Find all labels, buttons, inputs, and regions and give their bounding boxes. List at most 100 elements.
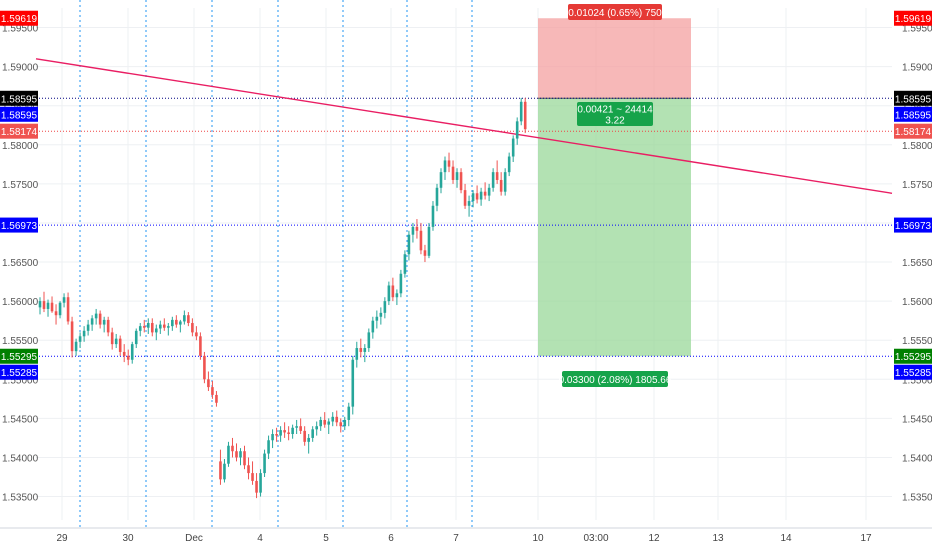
candle-body	[319, 419, 322, 427]
candle-body	[66, 297, 70, 322]
candle-body	[435, 187, 439, 206]
price-tags: 1.59619 1.58595 1.58595 1.58174 1.56973 1.552…	[0, 10, 932, 380]
candle-body	[475, 193, 479, 200]
candle-body	[154, 328, 158, 333]
price-tag-left: 1.58595	[0, 106, 38, 122]
candle-body	[259, 473, 262, 493]
candle-down	[98, 310, 102, 329]
candle-up	[443, 156, 447, 180]
candle-up	[439, 168, 443, 194]
candle-body	[94, 313, 98, 319]
candle-body	[247, 465, 250, 474]
candle-down	[207, 371, 210, 392]
candle-body	[50, 302, 54, 312]
candle-body	[134, 330, 138, 345]
x-tick-label: 4	[257, 533, 263, 544]
candle-body	[171, 319, 174, 327]
candle-down	[359, 338, 363, 358]
long-position-tool[interactable]	[538, 18, 691, 357]
candle-body	[519, 101, 523, 122]
candle-down	[106, 316, 110, 337]
candle-down	[187, 312, 190, 327]
position-labels: 0.01024 (0.65%) 7500.00421 ~ 244143.220.…	[559, 4, 672, 387]
candle-body	[275, 434, 278, 436]
candle-body	[363, 348, 367, 352]
price-tag-left-text: 1.58174	[1, 127, 38, 138]
candle-up	[343, 416, 347, 431]
candle-body	[271, 434, 274, 441]
trendline-segment[interactable]	[35, 58, 893, 194]
candle-body	[399, 273, 403, 294]
candle-down	[323, 412, 327, 428]
stop-loss-zone[interactable]	[538, 18, 691, 99]
price-tag-right: 1.56973	[894, 217, 932, 233]
candle-down	[243, 445, 246, 470]
candle-body	[499, 179, 503, 192]
candle-body	[491, 172, 495, 188]
candle-body	[122, 351, 126, 356]
candle-body	[118, 338, 122, 352]
candle-body	[146, 323, 150, 328]
time-axis[interactable]: 29 30 Dec 4 5 6 7 10 03:00 12 13 14 17	[0, 527, 932, 544]
y-tick-label-right: 1.55500	[902, 336, 932, 347]
price-tag-left-bg	[0, 364, 38, 380]
candle-body	[175, 319, 178, 325]
x-tick-label: 10	[532, 533, 544, 544]
candle-body	[403, 254, 407, 274]
take-profit-zone[interactable]	[538, 98, 691, 357]
candles	[38, 97, 527, 499]
candle-body	[58, 302, 62, 316]
x-tick-label: 5	[323, 533, 329, 544]
candle-body	[203, 355, 206, 380]
candle-up	[171, 316, 174, 331]
candle-down	[255, 473, 258, 499]
candle-body	[511, 138, 515, 157]
candle-body	[287, 432, 290, 435]
candle-body	[467, 201, 471, 206]
candle-up	[78, 332, 82, 349]
trendline[interactable]	[35, 58, 893, 194]
candle-up	[431, 201, 435, 231]
entry-label-text: 3.22	[605, 116, 625, 127]
candle-body	[455, 172, 459, 180]
price-tag-left-text: 1.58595	[1, 110, 38, 121]
candle-down	[50, 296, 54, 313]
candle-down	[303, 426, 306, 446]
candle-up	[403, 250, 407, 278]
candle-down	[475, 185, 479, 204]
x-tick-label: 29	[56, 533, 68, 544]
candle-up	[395, 289, 399, 306]
candle-down	[299, 418, 302, 435]
candle-down	[54, 304, 58, 325]
candle-up	[146, 318, 150, 334]
candle-body	[443, 160, 447, 173]
price-tag-left-bg	[0, 106, 38, 122]
x-tick-label: 17	[860, 533, 872, 544]
candle-down	[339, 418, 343, 433]
candle-up	[130, 341, 134, 364]
candle-body	[503, 172, 507, 192]
candle-up	[399, 269, 403, 298]
price-tag-right-text: 1.56973	[895, 221, 932, 232]
candle-up	[379, 307, 383, 325]
y-tick-label-left: 1.57500	[2, 180, 39, 191]
candle-body	[142, 326, 146, 328]
candle-body	[323, 419, 327, 425]
candle-down	[247, 457, 250, 480]
price-tag-right-bg	[894, 90, 932, 106]
candle-down	[163, 318, 166, 331]
candle-body	[86, 324, 90, 331]
candle-body	[114, 338, 118, 345]
price-tag-left: 1.55285	[0, 364, 38, 380]
y-tick-label-right: 1.59000	[902, 63, 932, 74]
candle-body	[82, 330, 86, 337]
target-label-text: 0.03300 (2.08%) 1805.66	[559, 375, 672, 386]
price-tag-right-bg	[894, 364, 932, 380]
y-tick-label-left: 1.55500	[2, 336, 39, 347]
candle-body	[106, 319, 110, 333]
candle-up	[327, 418, 331, 435]
price-tag-left-text: 1.55285	[1, 368, 38, 379]
